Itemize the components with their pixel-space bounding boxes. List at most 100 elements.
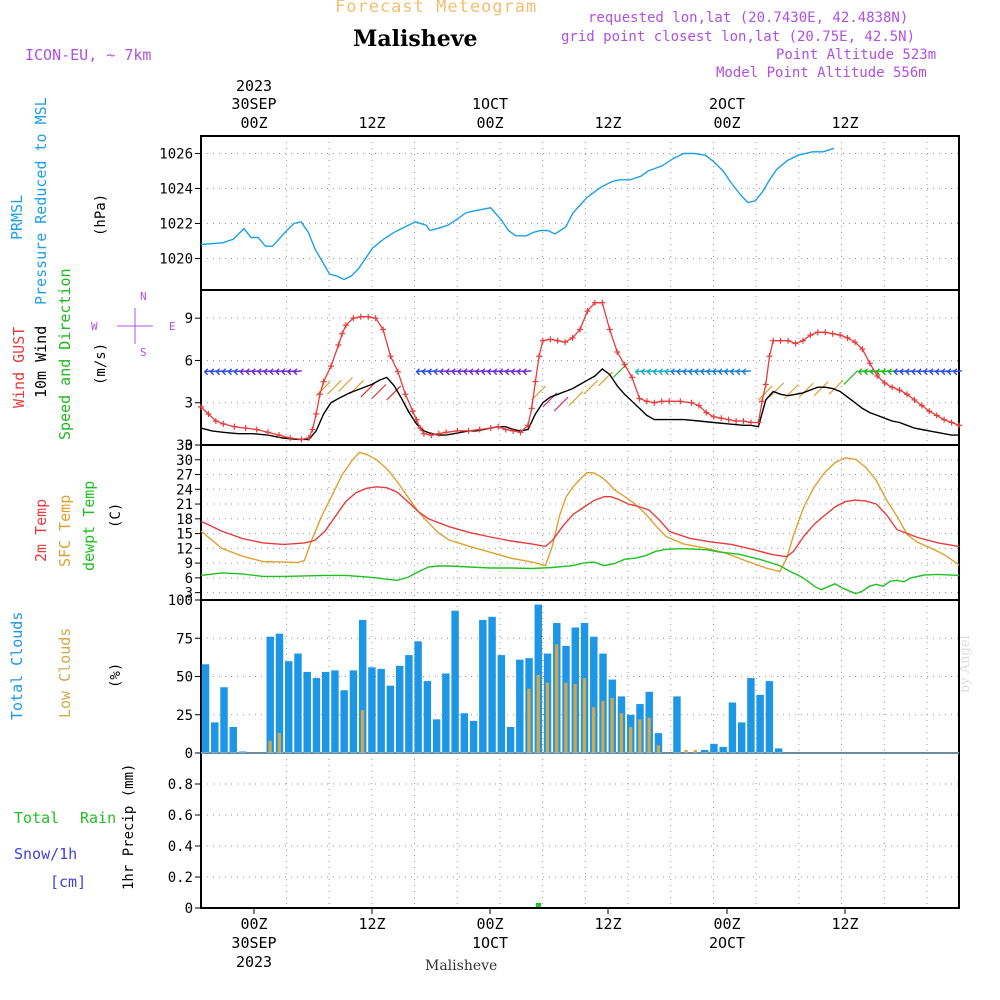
wind-direction-arrow [523,369,532,373]
wind-direction-arrow [843,369,859,385]
wind-direction-arrow [433,368,438,376]
total-cloud-bar [710,743,718,753]
y-tick-label: 1024 [159,182,193,198]
wind-direction-arrow [664,368,669,376]
y-tick-label: 0.4 [168,839,193,855]
y-tick-label: 21 [176,497,193,513]
low-cloud-bar [360,710,365,753]
total-cloud-bar [451,610,459,753]
wind-direction-arrow [553,396,569,412]
total-clouds-label: Total Clouds [8,612,26,720]
wind-direction-arrow [510,368,516,376]
wind-direction-arrow [522,368,528,376]
compass-n: N [140,290,147,303]
wind-direction-arrow [869,368,875,376]
wind10m-label: 10m Wind [32,326,50,398]
wind-direction-arrow [706,368,711,376]
wind-direction-arrow [568,391,584,406]
prmsl-label: PRMSL [8,195,26,240]
low-cloud-bar [536,674,540,753]
low-cloud-bar [656,745,660,753]
wind-direction-arrow [439,368,444,376]
wind-direction-arrow [492,368,498,376]
low-cloud-bar [684,749,688,753]
wind-direction-arrow [940,368,946,376]
y-tick-label: 6 [185,571,193,587]
total-rain-label: Total [14,809,59,827]
total-cloud-bar [506,726,515,753]
wind-direction-arrow [516,368,522,376]
dewpt-label: dewpt Temp [80,481,98,571]
wind-direction-arrow [798,382,814,398]
wind-direction-arrow [598,371,614,387]
total-cloud-bar [590,636,598,753]
wind-direction-arrow [338,377,353,392]
pressure-series [200,147,835,281]
wind-direction-arrow [757,385,773,401]
wind-direction-arrow [769,382,784,398]
top-year-label: 2023 [236,77,272,95]
wind-direction-arrow [498,368,504,376]
footer-location: Malisheve [425,958,498,974]
wind-direction-arrow [893,368,898,376]
wind-direction-arrow [640,368,646,376]
total-cloud-bar [774,748,783,753]
wind-direction-arrow [245,368,250,376]
wind-direction-arrow [688,368,693,376]
wind-direction-arrow [881,368,886,376]
y-tick-label: 9 [185,556,193,572]
temp-unit: (C) [108,503,124,528]
low-cloud-bar [619,713,623,753]
requested-coords: requested lon,lat (20.7430E, 42.4838N) [588,10,909,26]
dewpt-series [200,548,960,595]
total-cloud-bar [229,726,237,753]
wind-direction-arrow [742,369,751,373]
gust-label: Wind GUST [10,327,28,408]
snow-label: Snow/1h [14,845,77,863]
prmsl-label-2: Pressure Reduced to MSL [32,97,50,305]
wind-direction-arrow [474,368,480,376]
wind-direction-arrow [946,368,952,376]
wind-direction-arrow [676,368,681,376]
y-tick-label: 0.6 [168,808,193,824]
low-cloud-bar [564,682,568,753]
top-time-label: 00Z [713,114,740,132]
low-cloud-bar [601,700,605,753]
wind-direction-arrow [682,368,687,376]
wind-direction-arrow [227,368,232,376]
low-cloud-bar [647,717,651,753]
total-cloud-bar [340,690,348,753]
total-cloud-bar [275,633,284,753]
wind-direction-arrow [469,368,474,376]
y-tick-label: 1026 [159,147,193,163]
point-altitude: Point Altitude 523m [776,47,937,63]
total-cloud-bar [211,722,219,753]
total-cloud-bar [321,671,330,753]
gridpoint-coords: grid point closest lon,lat (20.75E, 42.5… [561,29,916,45]
total-cloud-bar [756,694,764,753]
wind-direction-arrow [421,368,426,376]
y-tick-label: 6 [185,353,193,369]
wind-direction-arrow [723,368,729,376]
wind-direction-arrow [658,368,664,376]
wind-unit: (m/s) [93,343,109,385]
y-tick-label: 50 [176,670,193,686]
wind-direction-arrow [263,368,268,376]
wind-direction-arrow [251,368,256,376]
low-cloud-bar [628,726,633,753]
low-cloud-bar [527,688,531,753]
y-tick-label: 0 [185,438,193,454]
wind-direction-arrow [694,368,699,376]
total-cloud-bar [312,678,321,753]
total-cloud-bar [747,678,755,753]
wind-direction-arrow [269,368,274,376]
bottom-time-label: 00Z [476,915,503,933]
wind-direction-arrow [451,368,456,376]
wind-direction-arrow [221,368,227,376]
total-cloud-bar [284,661,293,753]
total-cloud-bar [497,655,506,753]
wind-direction-arrow [371,384,387,399]
panel-frame [200,444,960,601]
wind-direction-arrow [457,368,462,376]
wind-direction-arrow [735,368,741,376]
